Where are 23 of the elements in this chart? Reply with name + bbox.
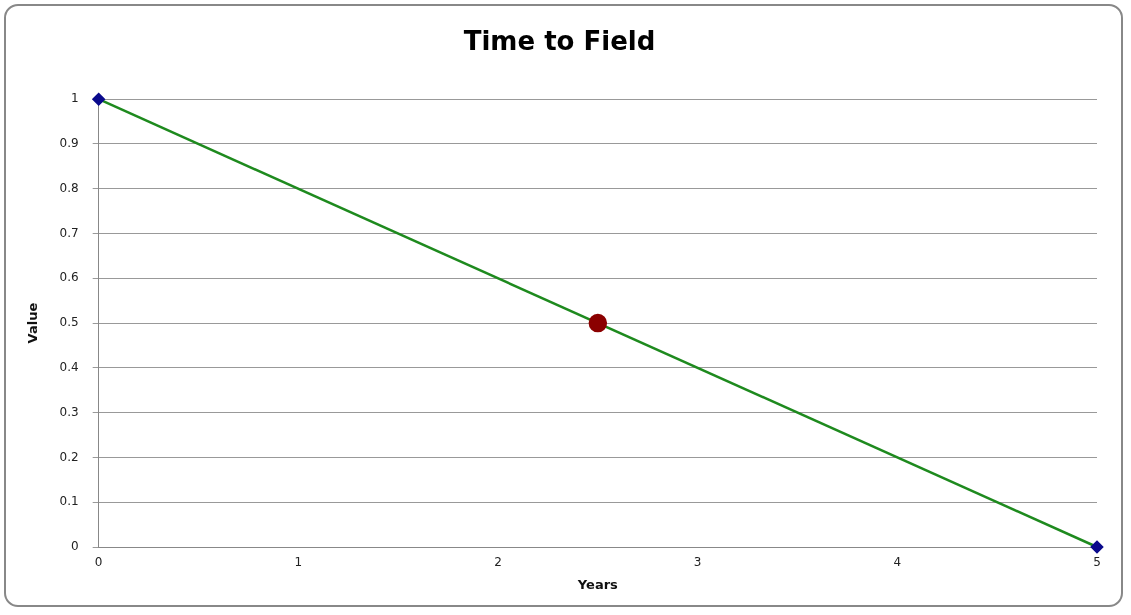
y-tick-label: 0.8	[59, 180, 79, 195]
y-tick-label: 0.7	[59, 225, 79, 240]
x-tick-label: 2	[494, 555, 502, 570]
point	[92, 92, 105, 106]
y-tick-label: 1	[71, 91, 79, 106]
x-tick-label: 5	[1093, 555, 1101, 570]
y-tick-label: 0.1	[59, 494, 79, 509]
y-tick-label: 0	[71, 539, 79, 554]
chart-title: Time to Field	[463, 26, 656, 57]
x-tick-label: 4	[893, 555, 902, 570]
y-tick-label: 0.2	[59, 449, 79, 464]
y-tick-label: 0.4	[59, 360, 79, 375]
x-tick-label: 1	[294, 555, 303, 570]
x-tick-label: 0	[94, 555, 103, 570]
y-tick-label: 0.9	[59, 136, 79, 151]
y-tick-label: 0.6	[59, 270, 79, 285]
y-tick-label: 0.3	[59, 404, 79, 419]
y-tick-label: 0.5	[59, 315, 79, 330]
point	[1090, 540, 1104, 554]
point	[588, 313, 608, 333]
x-axis-title: Years	[576, 576, 619, 592]
y-axis-title: Value	[25, 302, 41, 344]
x-tick-label: 3	[693, 555, 702, 570]
